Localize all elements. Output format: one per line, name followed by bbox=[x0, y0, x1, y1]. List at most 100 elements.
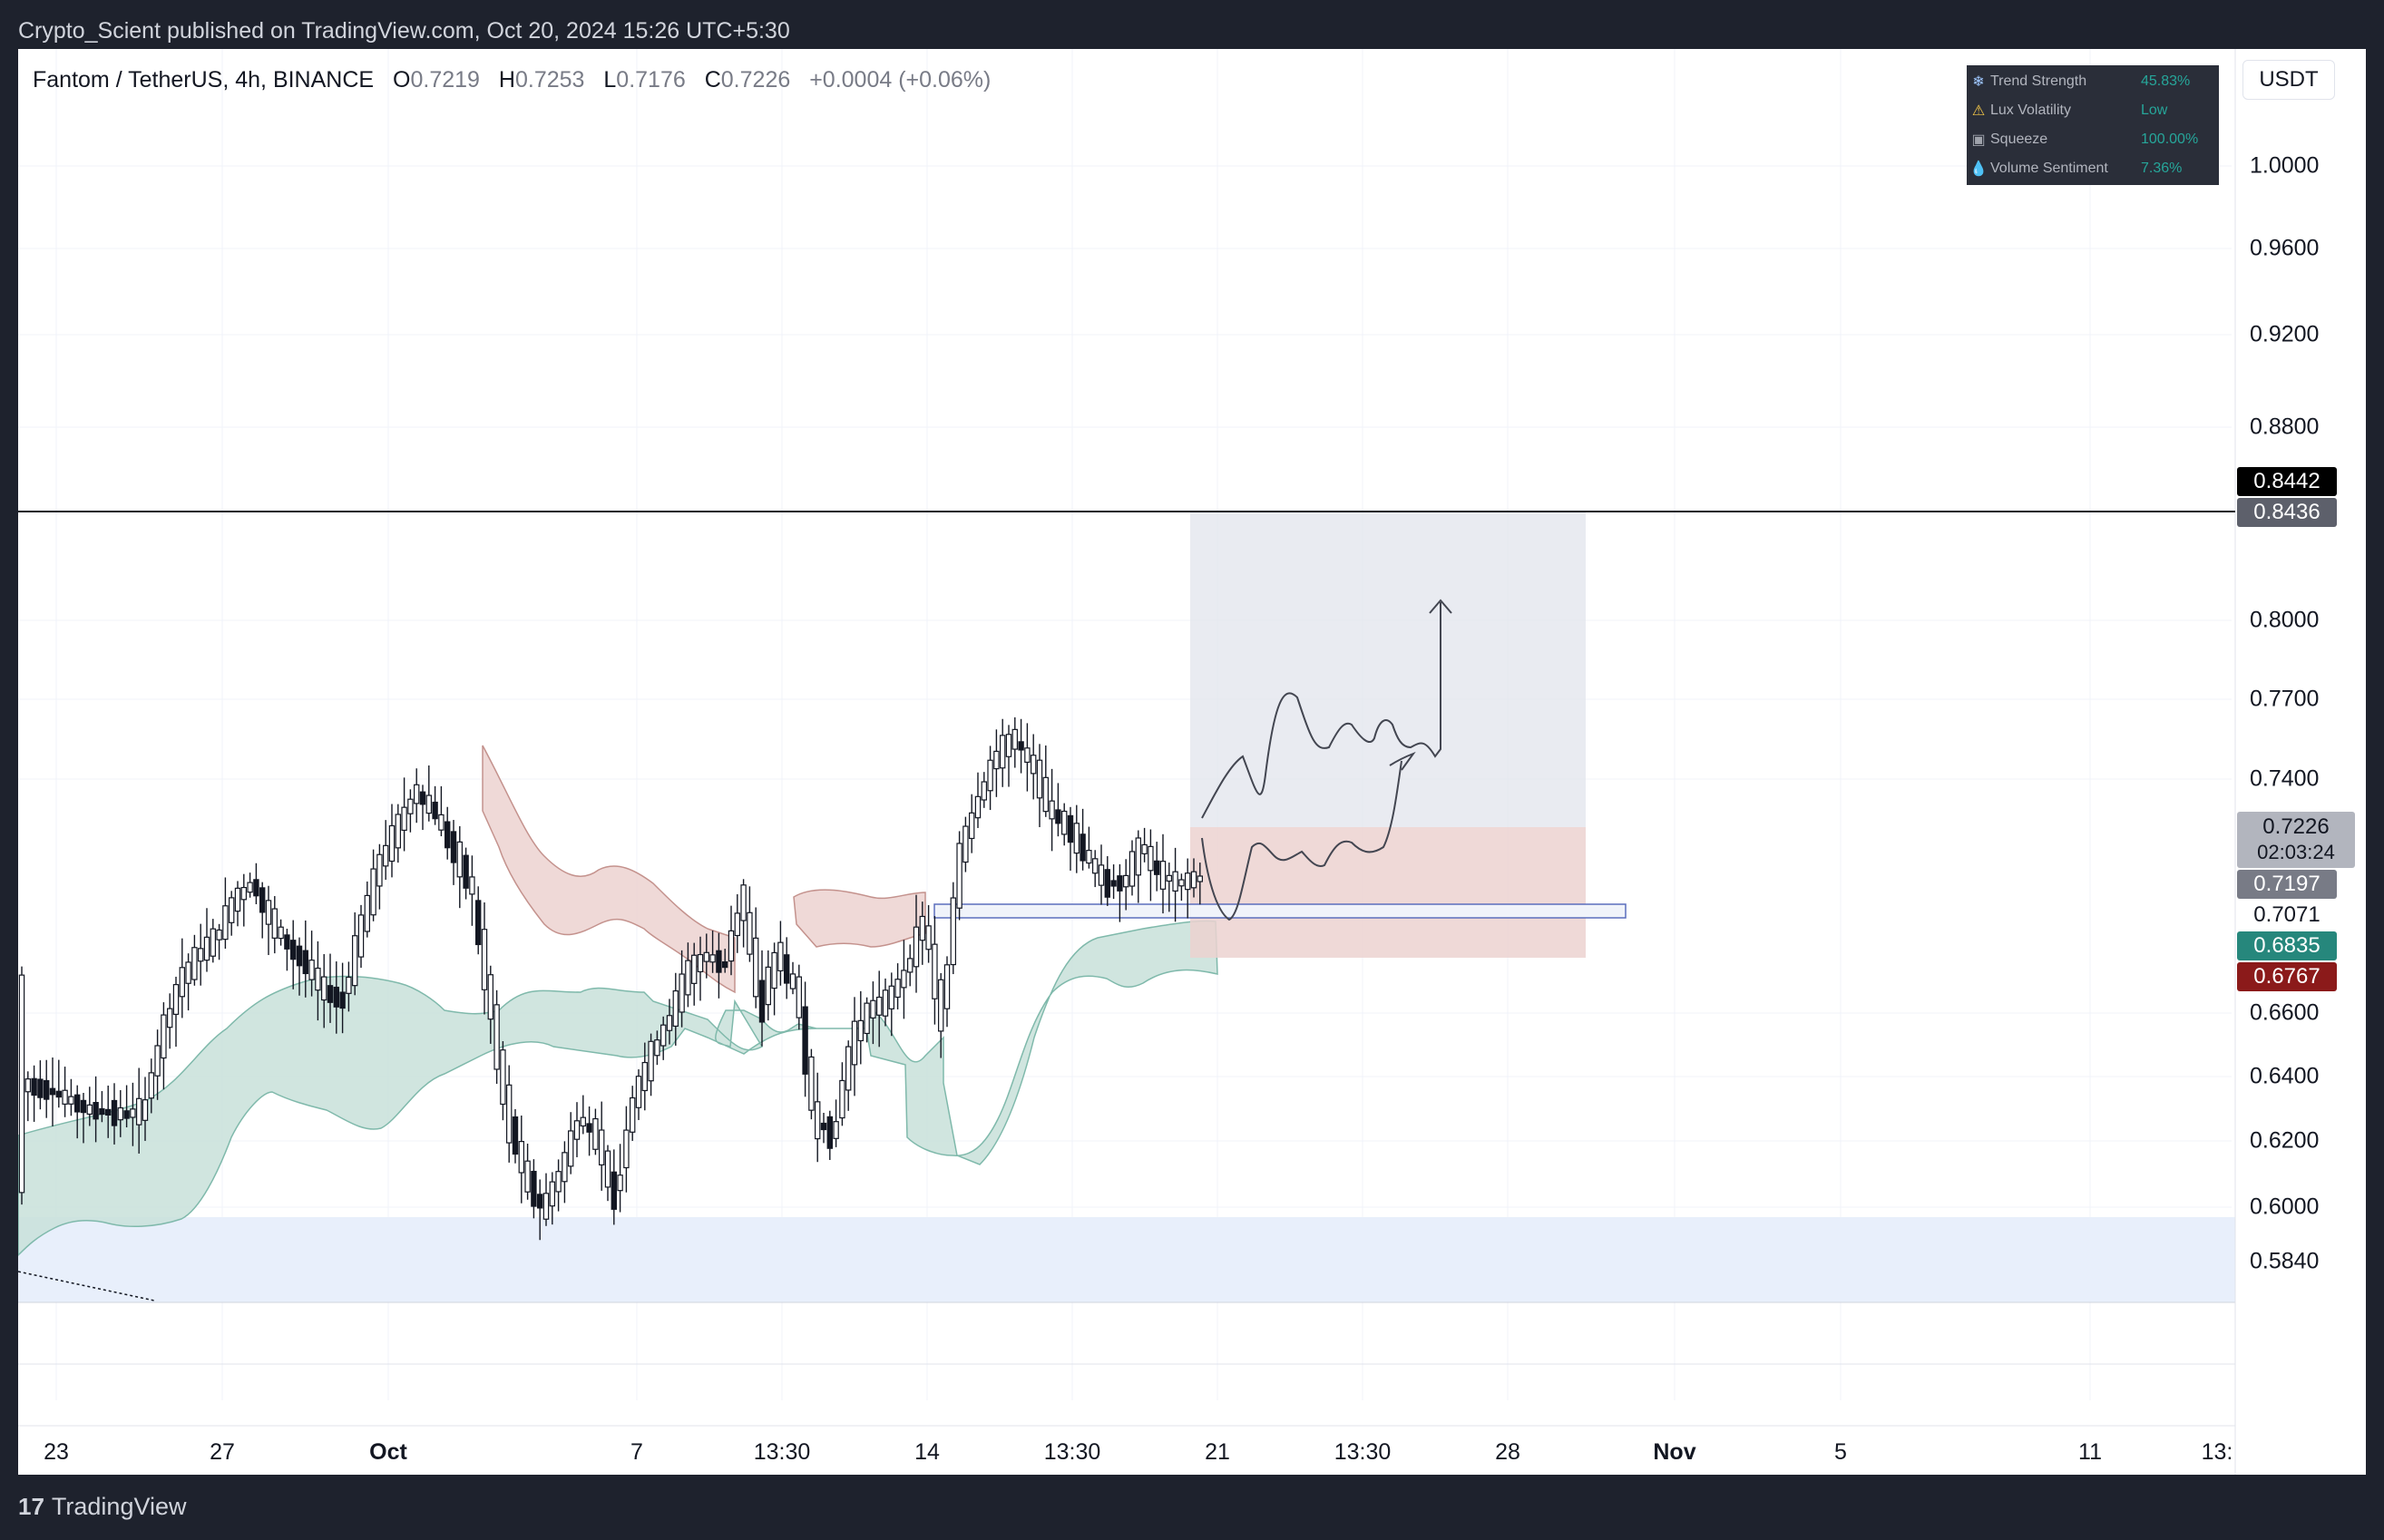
candle-body bbox=[315, 967, 321, 991]
price-tag-entry[interactable]: 0.7197 bbox=[2237, 870, 2337, 899]
symbol-legend[interactable]: Fantom / TetherUS, 4h, BINANCE O0.7219 H… bbox=[33, 67, 991, 93]
candle-body bbox=[210, 928, 216, 957]
candle-body bbox=[1049, 800, 1055, 820]
candle-body bbox=[445, 821, 451, 849]
stop-zone[interactable] bbox=[1190, 827, 1586, 958]
candle-body bbox=[857, 1019, 865, 1042]
price-tag-line[interactable]: 0.8436 bbox=[2237, 498, 2337, 527]
candle-body bbox=[1148, 845, 1154, 872]
candle-body bbox=[352, 935, 358, 987]
candle-body bbox=[531, 1170, 537, 1207]
price-label: 0.7700 bbox=[2250, 686, 2320, 712]
candle-body bbox=[932, 943, 938, 999]
candle-body bbox=[1110, 880, 1117, 887]
indicator-dashboard[interactable]: ❄ Trend Strength 45.83% ⚠ Lux Volatility… bbox=[1967, 65, 2219, 185]
candle-body bbox=[1055, 809, 1061, 824]
price-tag-box[interactable]: 0.7071 bbox=[2237, 901, 2337, 930]
candle-body bbox=[549, 1181, 556, 1207]
close-value: 0.7226 bbox=[720, 67, 791, 93]
date-label: 13:30 bbox=[753, 1439, 811, 1465]
candle-body bbox=[493, 1004, 500, 1070]
tradingview-footer[interactable]: 17 TradingView bbox=[18, 1493, 187, 1521]
candle-body bbox=[826, 1116, 834, 1149]
green-band bbox=[18, 920, 1218, 1257]
open-value: 0.7219 bbox=[410, 67, 480, 93]
candlestick-series[interactable] bbox=[18, 716, 1203, 1241]
date-label: 23 bbox=[44, 1439, 69, 1465]
candle-body bbox=[820, 1122, 827, 1131]
candle-body bbox=[555, 1171, 562, 1193]
high-label: H bbox=[498, 67, 515, 93]
publish-line: Crypto_Scient published on TradingView.c… bbox=[18, 18, 790, 44]
candle-body bbox=[296, 945, 303, 967]
candle-body bbox=[641, 1061, 649, 1092]
candle-body bbox=[1036, 759, 1043, 799]
candle-body bbox=[419, 791, 426, 805]
price-tag-stop[interactable]: 0.6767 bbox=[2237, 962, 2337, 991]
candle-body bbox=[1011, 728, 1018, 750]
low-label: L bbox=[603, 67, 617, 93]
chart-pane[interactable]: Fantom / TetherUS, 4h, BINANCE O0.7219 H… bbox=[18, 49, 2366, 1475]
candle-body bbox=[1117, 875, 1123, 892]
candle-body bbox=[432, 801, 438, 820]
candle-body bbox=[388, 824, 396, 863]
candle-body bbox=[481, 929, 488, 990]
candle-body bbox=[469, 876, 475, 895]
currency-button[interactable]: USDT bbox=[2242, 60, 2335, 100]
price-tag-last[interactable]: 0.7226 02:03:24 bbox=[2237, 812, 2355, 868]
candle-body bbox=[1141, 843, 1148, 854]
last-price: 0.7226 bbox=[2262, 814, 2330, 839]
date-label: 14 bbox=[914, 1439, 940, 1465]
candle-body bbox=[604, 1150, 611, 1188]
candle-body bbox=[536, 1194, 543, 1209]
target-zone[interactable] bbox=[1190, 512, 1586, 827]
chart-canvas[interactable] bbox=[18, 49, 2366, 1475]
demand-zone[interactable] bbox=[18, 1217, 2235, 1302]
candle-body bbox=[586, 1123, 592, 1133]
candle-body bbox=[1104, 869, 1110, 898]
candle-body bbox=[1128, 851, 1136, 887]
date-label: 5 bbox=[1834, 1439, 1847, 1465]
entry-box[interactable] bbox=[933, 903, 1627, 919]
projection-path-1[interactable] bbox=[1201, 602, 1441, 819]
candle-body bbox=[1184, 872, 1191, 891]
candle-body bbox=[346, 976, 352, 994]
candle-body bbox=[679, 973, 685, 1013]
price-tag-green[interactable]: 0.6835 bbox=[2237, 931, 2337, 960]
candle-body bbox=[62, 1089, 68, 1105]
candle-body bbox=[765, 966, 772, 1006]
candle-body bbox=[839, 1079, 845, 1119]
candle-body bbox=[611, 1171, 618, 1210]
price-label: 0.8000 bbox=[2250, 607, 2320, 633]
candle-body bbox=[845, 1046, 852, 1091]
candle-body bbox=[148, 1072, 154, 1099]
candle-body bbox=[1135, 837, 1141, 876]
candle-body bbox=[179, 967, 185, 998]
grid bbox=[18, 49, 2232, 1400]
candle-body bbox=[55, 1090, 63, 1098]
candle-body bbox=[888, 985, 895, 1009]
candle-body bbox=[567, 1130, 574, 1167]
candle-body bbox=[154, 1045, 161, 1077]
candle-body bbox=[993, 750, 1000, 770]
projection-path-2[interactable] bbox=[1201, 760, 1402, 921]
date-label: 11 bbox=[2078, 1439, 2102, 1465]
price-label: 0.6000 bbox=[2250, 1194, 2320, 1220]
candle-body bbox=[672, 989, 679, 1028]
symbol-name[interactable]: Fantom / TetherUS, 4h, BINANCE bbox=[33, 67, 375, 93]
candle-body bbox=[290, 940, 297, 960]
candle-body bbox=[573, 1120, 581, 1140]
candle-body bbox=[617, 1174, 623, 1192]
date-label: 13:30 bbox=[1043, 1439, 1101, 1465]
candle-body bbox=[203, 936, 210, 961]
snowflake-icon: ❄ bbox=[1972, 74, 1985, 90]
price-tag-resistance[interactable]: 0.8442 bbox=[2237, 467, 2337, 496]
candle-body bbox=[740, 884, 747, 921]
candle-body bbox=[808, 1056, 815, 1111]
warning-icon: ⚠ bbox=[1971, 103, 1986, 119]
candle-body bbox=[99, 1107, 105, 1116]
candle-body bbox=[1060, 810, 1068, 835]
candle-body bbox=[333, 986, 340, 1008]
candle-body bbox=[185, 961, 191, 984]
candle-body bbox=[703, 951, 710, 962]
